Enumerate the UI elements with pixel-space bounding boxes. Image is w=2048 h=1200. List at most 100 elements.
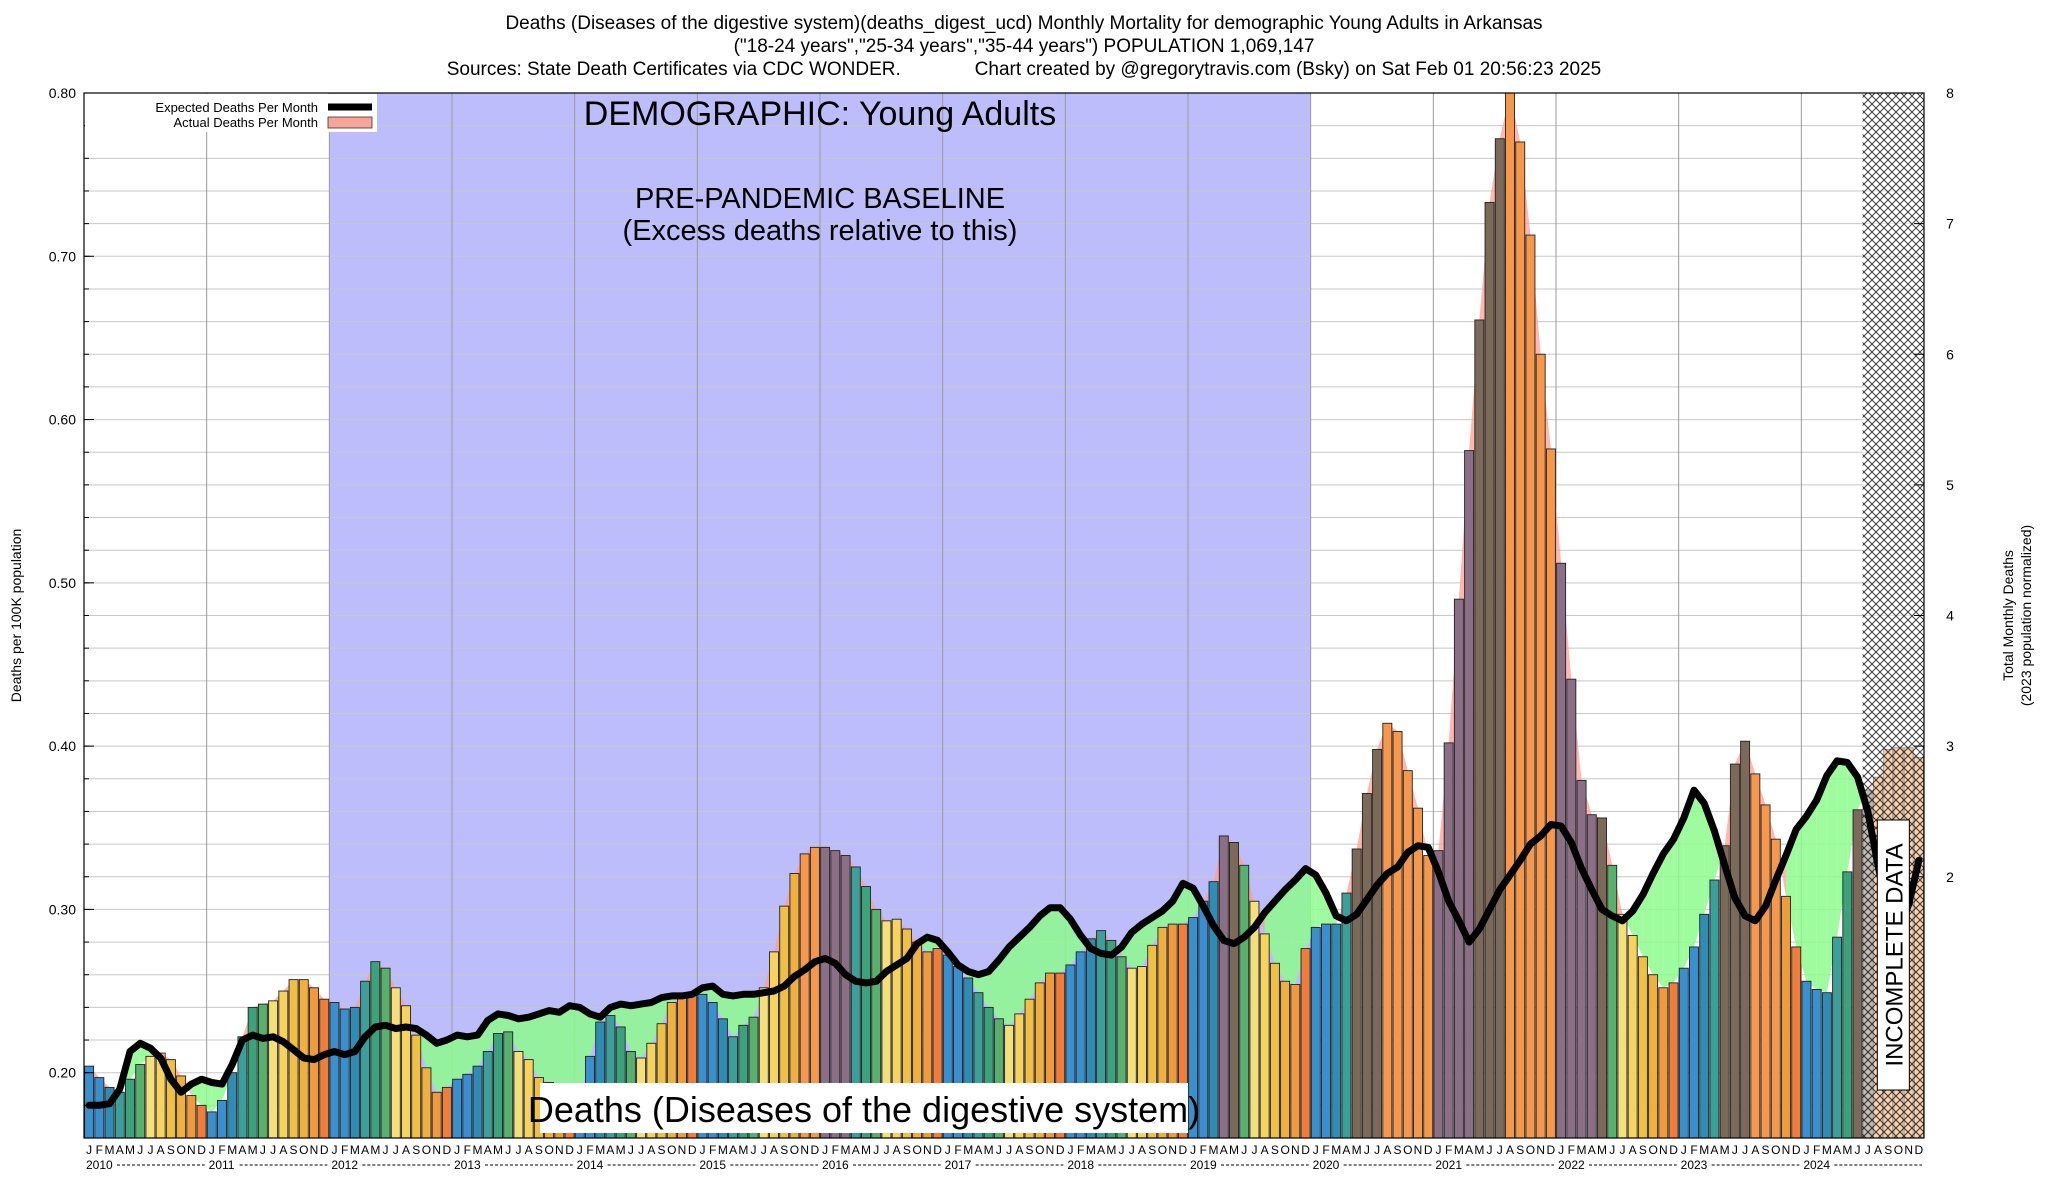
deficit-area [446,1035,458,1088]
year-label: 2016 [822,1158,849,1172]
month-tick-label: F [832,1143,839,1157]
data-bar [1668,982,1679,1139]
month-tick-label: D [1056,1143,1065,1157]
data-bar [1269,962,1280,1139]
month-tick-label: J [1129,1143,1135,1157]
data-bar [1229,842,1239,1139]
year-label-bg [453,1157,483,1171]
data-bar [1423,855,1434,1139]
year-label: 2017 [945,1158,972,1172]
data-bar [1464,450,1475,1139]
month-tick-label: J [945,1143,951,1157]
month-tick-label: M [738,1143,748,1157]
month-tick-label: A [1588,1143,1596,1157]
demographic-label: DEMOGRAPHIC: Young Adults [584,95,1056,133]
data-bar [1617,913,1628,1139]
month-tick-label: D [1792,1143,1801,1157]
y-tick-label: 0.60 [49,412,76,428]
month-tick-label: N [1536,1143,1545,1157]
year-label-bg [821,1157,851,1171]
data-bar [227,1072,238,1139]
month-tick-label: F [709,1143,716,1157]
month-tick-label: O [544,1143,553,1157]
month-tick-label: J [1865,1143,1871,1157]
month-tick-label: A [1097,1143,1105,1157]
deficit-area [569,1005,580,1103]
month-tick-label: F [1077,1143,1084,1157]
data-bar [1392,730,1403,1139]
data-bar [1658,987,1669,1139]
month-tick-label: F [1445,1143,1452,1157]
month-tick-label: J [1313,1143,1319,1157]
month-tick-label: M [841,1143,851,1157]
data-bar [268,1000,279,1139]
month-tick-label: A [1833,1143,1841,1157]
month-tick-label: D [1547,1143,1556,1157]
year-label-bg [1802,1157,1833,1171]
month-tick-label: A [770,1143,778,1157]
month-tick-label: J [147,1143,153,1157]
month-tick-label: N [1782,1143,1791,1157]
data-bar [1341,892,1352,1139]
year-label: 2011 [209,1158,235,1172]
year-label: 2021 [1435,1158,1462,1172]
month-tick-label: M [1352,1143,1362,1157]
deficit-area [538,1010,550,1083]
y2-tick-label: 7 [1946,216,1954,232]
deficit-area [1142,917,1153,967]
month-tick-label: O [667,1143,676,1157]
data-bar [257,1003,268,1139]
data-bar [1740,740,1751,1139]
month-tick-label: M [1597,1143,1607,1157]
deficit-area [201,1079,212,1112]
data-bar [217,1099,227,1139]
month-tick-label: S [1394,1143,1402,1157]
data-bar [380,967,391,1139]
month-tick-label: M [493,1143,503,1157]
deficit-area [559,1005,570,1103]
month-tick-label: F [96,1143,103,1157]
year-label: 2012 [331,1158,358,1172]
deficit-area [1847,762,1858,872]
data-bar [370,961,381,1139]
year-label-bg [85,1157,115,1171]
month-tick-label: J [1067,1143,1073,1157]
month-tick-label: A [1383,1143,1391,1157]
deficit-area [1642,873,1654,975]
y2-tick-label: 8 [1946,85,1954,101]
data-bar [1494,138,1505,1139]
data-bar [1852,809,1863,1139]
data-bar [472,1065,483,1139]
deficit-area [487,1013,498,1052]
month-tick-label: A [361,1143,369,1157]
data-bar [503,1031,514,1139]
deficit-area [457,1035,468,1080]
y2-tick-label: 6 [1946,346,1954,362]
data-bar [1402,770,1413,1139]
data-bar [1331,923,1342,1139]
month-tick-label: M [1229,1143,1239,1157]
year-label-bg [1679,1157,1710,1171]
month-tick-label: S [290,1143,298,1157]
deficit-area [620,1004,631,1052]
data-bar [421,1067,432,1139]
month-tick-label: D [320,1143,329,1157]
month-tick-label: A [852,1143,860,1157]
month-tick-label: M [125,1143,135,1157]
month-tick-label: J [383,1143,389,1157]
month-tick-label: J [260,1143,266,1157]
deficit-area [1039,907,1050,983]
month-tick-label: J [1619,1143,1625,1157]
month-tick-label: J [505,1143,511,1157]
year-label-bg [330,1157,361,1171]
deficit-area [1663,839,1674,988]
month-tick-label: N [1659,1143,1668,1157]
month-tick-label: N [1904,1143,1913,1157]
data-bar [452,1078,463,1139]
data-bar [288,979,299,1139]
month-tick-label: J [1609,1143,1615,1157]
month-tick-label: J [1190,1143,1196,1157]
month-tick-label: N [555,1143,564,1157]
deficit-area [579,1007,590,1101]
year-label: 2022 [1558,1158,1585,1172]
